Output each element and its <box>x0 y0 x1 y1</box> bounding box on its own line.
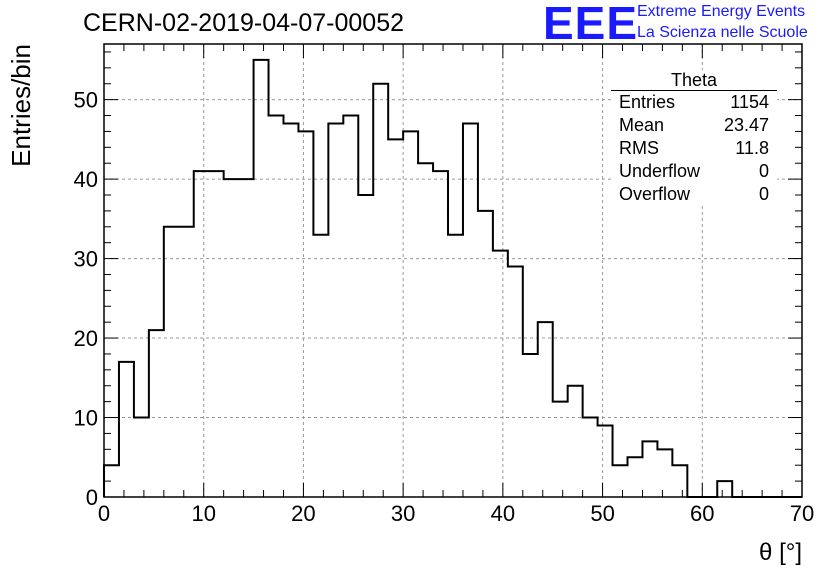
stats-value: 23.47 <box>723 115 769 135</box>
brand-line-2: La Scienza nelle Scuole <box>637 24 808 41</box>
x-tick-label: 0 <box>98 501 110 526</box>
stats-row-underflow: Underflow 0 <box>611 160 777 183</box>
x-axis-label: θ [°] <box>759 539 802 566</box>
stats-box: Theta Entries 1154 Mean 23.47 RMS 11.8 U… <box>611 70 777 206</box>
y-tick-label: 50 <box>74 88 98 113</box>
x-tick-label: 10 <box>191 501 215 526</box>
stats-value: 0 <box>758 184 769 204</box>
stats-label: RMS <box>619 138 659 158</box>
stats-label: Entries <box>619 92 676 112</box>
stats-value: 11.8 <box>735 138 769 158</box>
y-axis-label: Entries/bin <box>6 44 36 167</box>
x-tick-label: 60 <box>690 501 714 526</box>
brand-line-1: Extreme Energy Events <box>637 3 806 20</box>
x-tick-label: 20 <box>291 501 315 526</box>
stats-label: Mean <box>619 115 665 135</box>
y-tick-label: 10 <box>74 406 98 431</box>
stats-row-entries: Entries 1154 <box>611 91 777 114</box>
x-tick-label: 30 <box>391 501 415 526</box>
chart-title: CERN-02-2019-04-07-00052 <box>83 9 405 37</box>
y-tick-label: 0 <box>86 485 98 510</box>
stats-label: Underflow <box>619 161 701 181</box>
stats-value: 1154 <box>730 92 769 112</box>
stats-row-overflow: Overflow 0 <box>611 183 777 206</box>
plot-frame <box>103 43 803 498</box>
stats-value: 0 <box>758 161 769 181</box>
histogram-series <box>103 58 802 498</box>
y-tick-label: 30 <box>74 247 98 272</box>
stats-row-mean: Mean 23.47 <box>611 114 777 137</box>
x-tick-label: 70 <box>790 501 814 526</box>
stats-label: Overflow <box>619 184 691 204</box>
stats-title: Theta <box>611 70 777 91</box>
x-tick-label: 40 <box>491 501 515 526</box>
eee-logo: EEE <box>543 0 639 49</box>
stats-row-rms: RMS 11.8 <box>611 137 777 160</box>
y-tick-label: 20 <box>74 326 98 351</box>
y-tick-label: 40 <box>74 167 98 192</box>
x-tick-label: 50 <box>590 501 614 526</box>
